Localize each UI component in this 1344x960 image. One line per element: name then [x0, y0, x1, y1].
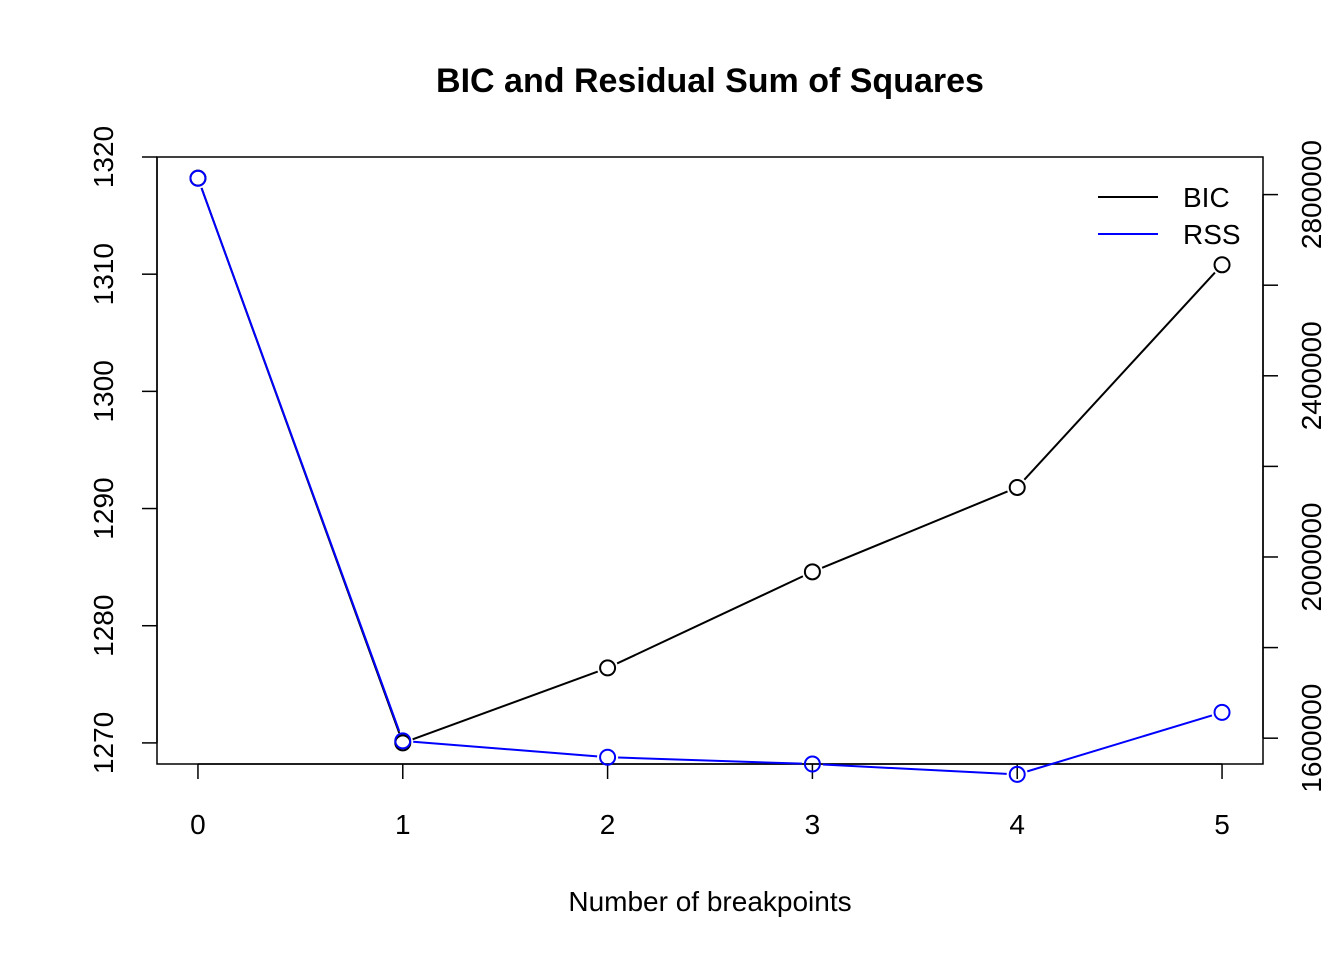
x-tick-label: 1 — [395, 809, 411, 840]
bic-line-segment — [821, 490, 1008, 569]
bic-point — [1213, 256, 1231, 274]
y-left-tick-label: 1310 — [88, 243, 119, 305]
rss-point — [1213, 703, 1231, 721]
x-axis-label: Number of breakpoints — [568, 886, 851, 917]
x-tick-label: 4 — [1009, 809, 1025, 840]
bic-line-segment — [1023, 271, 1216, 481]
y-right-tick-label: 2400000 — [1296, 321, 1327, 430]
rss-point — [189, 169, 207, 187]
bic-point — [803, 563, 821, 581]
x-tick-label: 5 — [1214, 809, 1230, 840]
rss-line-segment — [822, 763, 1007, 775]
x-tick-label: 2 — [600, 809, 616, 840]
rss-line-segment — [413, 740, 598, 758]
y-right-tick-label: 2000000 — [1296, 502, 1327, 611]
legend: BIC RSS — [1098, 182, 1241, 250]
y-left-axis: 1270 1280 1290 1300 1310 1320 — [88, 126, 158, 774]
y-left-tick-label: 1300 — [88, 360, 119, 422]
rss-line-segment — [618, 756, 802, 765]
x-tick-label: 3 — [805, 809, 821, 840]
bic-point — [599, 659, 617, 677]
legend-label-rss: RSS — [1183, 219, 1241, 250]
bic-line-segment — [412, 670, 599, 741]
rss-point — [394, 732, 412, 750]
series-layer — [189, 169, 1231, 783]
rss-line-segment — [200, 187, 401, 732]
rss-point — [1008, 765, 1026, 783]
bic-line-segment — [616, 575, 804, 665]
chart-title: BIC and Residual Sum of Squares — [436, 62, 984, 100]
y-right-tick-label: 1600000 — [1296, 684, 1327, 793]
x-axis: 0 1 2 3 4 5 — [190, 763, 1230, 840]
plot-frame — [156, 156, 1264, 765]
x-tick-label: 0 — [190, 809, 206, 840]
y-left-tick-label: 1290 — [88, 477, 119, 539]
bic-point — [1008, 478, 1026, 496]
y-left-tick-label: 1270 — [88, 712, 119, 774]
y-left-tick-label: 1320 — [88, 126, 119, 188]
y-right-tick-label: 2800000 — [1296, 140, 1327, 249]
legend-label-bic: BIC — [1183, 182, 1230, 213]
y-right-axis: 1600000 2000000 2400000 2800000 — [1262, 140, 1327, 793]
rss-point — [803, 755, 821, 773]
rss-point — [599, 748, 617, 766]
rss-line-segment — [1026, 714, 1213, 773]
y-left-tick-label: 1280 — [88, 595, 119, 657]
